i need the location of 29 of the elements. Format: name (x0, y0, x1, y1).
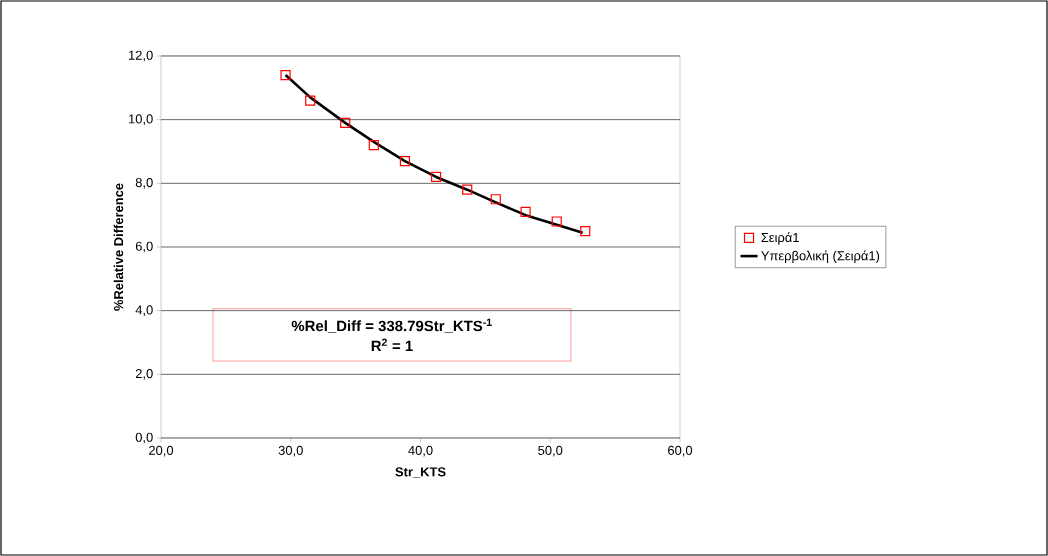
annotation: %Rel_Diff = 338.79Str_KTS$^{-1}$ (291, 318, 492, 333)
point (368, 140, 379, 151)
legend-label: Σειρά1 (761, 232, 799, 245)
point (340, 117, 351, 128)
y-tick-label: 2,0 (135, 368, 153, 380)
x-tick-label: 50,0 (538, 445, 563, 457)
y-tick-label: 10,0 (129, 114, 153, 125)
point (490, 194, 501, 205)
point (399, 155, 411, 167)
y-tick-label: 4,0 (135, 305, 153, 316)
y-axis-title: %Relative Difference (113, 183, 124, 311)
y-tick-label: 6,0 (135, 241, 153, 253)
x-tick-label: 30,0 (278, 445, 303, 457)
point (280, 69, 291, 81)
point (305, 95, 316, 106)
y-tick-label: 0,0 (135, 432, 153, 444)
x-tick-label: 40,0 (408, 445, 433, 457)
point (430, 171, 442, 183)
x-axis-title: Str_KTS (395, 467, 446, 478)
x-tick-label: 20,0 (149, 445, 174, 457)
legend-label: Υπερβολική (Σειρά1) (761, 250, 880, 263)
y-tick-label: 12,0 (129, 50, 153, 62)
point (520, 206, 531, 218)
point (551, 216, 562, 227)
annotation: R$^{2}$ = 1 (371, 338, 413, 352)
x-tick-label: 60,0 (668, 445, 693, 457)
point (462, 184, 473, 195)
y-tick-label: 8,0 (135, 177, 153, 189)
point (580, 225, 591, 237)
